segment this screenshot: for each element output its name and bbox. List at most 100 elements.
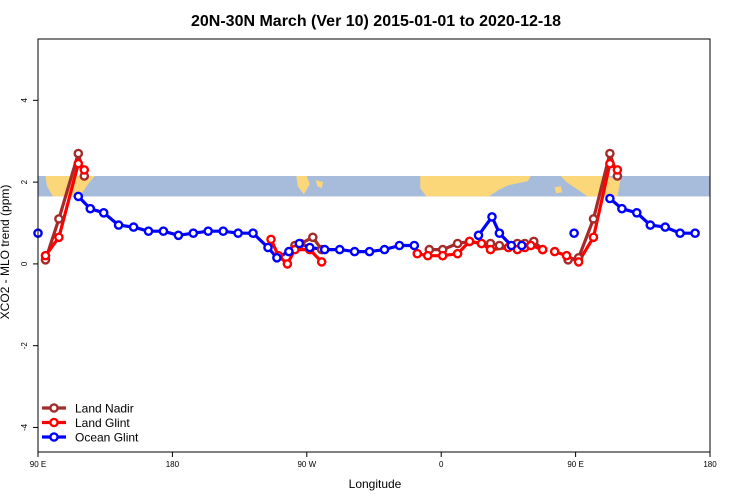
x-tick-label: 90 E <box>30 460 46 469</box>
chart-title: 20N-30N March (Ver 10) 2015-01-01 to 202… <box>191 13 561 30</box>
ocean-glint-point <box>233 228 243 238</box>
land-glint-point <box>79 165 90 175</box>
land-glint-point <box>485 244 496 255</box>
ocean-glint-point <box>203 226 213 236</box>
x-tick-label: 180 <box>703 460 717 469</box>
ocean-glint-point <box>73 191 84 202</box>
ocean-glint-point <box>660 222 671 232</box>
ocean-glint-point <box>143 226 154 236</box>
ocean-glint-point <box>473 230 484 241</box>
ocean-glint-point <box>334 244 345 255</box>
y-tick-label: 4 <box>20 98 29 103</box>
ocean-glint-point <box>569 228 579 238</box>
ocean-glint-point <box>319 244 330 255</box>
land-glint-legend-label: Land Glint <box>75 416 130 430</box>
land-glint-point <box>476 238 487 249</box>
land-glint-point <box>605 158 615 169</box>
land-glint-point <box>452 248 463 259</box>
land-glint-point <box>282 259 293 269</box>
land-mass <box>554 186 563 194</box>
land-glint-point <box>612 165 623 175</box>
ocean-glint-point <box>128 222 139 232</box>
ocean-glint-point <box>690 228 700 238</box>
land-glint-point <box>561 250 572 261</box>
land-glint-point <box>549 246 560 257</box>
land-glint-point <box>73 158 84 169</box>
y-axis: -4 -2 0 2 4 <box>20 98 38 431</box>
ocean-glint-point <box>248 228 258 238</box>
ocean-glint-point <box>158 226 169 236</box>
ocean-glint-legend-label: Ocean Glint <box>75 431 139 445</box>
ocean-glint-point <box>379 244 390 255</box>
land-nadir-legend-label: Land Nadir <box>75 402 134 416</box>
x-tick-label: 180 <box>166 460 180 469</box>
land-nadir-point <box>494 240 505 251</box>
y-tick-label: -2 <box>20 342 29 350</box>
land-nadir-point <box>73 148 84 159</box>
ocean-glint-point <box>645 220 656 230</box>
ocean-glint-line <box>77 195 415 260</box>
ocean-glint-point <box>675 228 685 238</box>
land-nadir-legend-marker <box>49 403 59 413</box>
land-mass <box>489 184 497 193</box>
ocean-glint-point <box>517 240 527 251</box>
ocean-band <box>38 175 710 197</box>
ocean-glint-point <box>394 240 405 251</box>
y-axis-label: XCO2 - MLO trend (ppm) <box>0 185 12 320</box>
land-glint-point <box>54 232 64 243</box>
ocean-glint-point <box>85 203 96 214</box>
ocean-glint-point <box>294 238 305 249</box>
y-tick-label: -4 <box>20 423 29 431</box>
land-mass <box>420 176 531 197</box>
ocean-glint-point <box>218 226 228 236</box>
land-glint-point <box>437 250 448 261</box>
land-nadir-point <box>307 232 318 243</box>
land-glint-point <box>537 244 548 255</box>
ocean-glint-point <box>605 193 615 204</box>
land-mass <box>315 180 324 189</box>
ocean-glint-point <box>263 242 273 253</box>
land-glint-point <box>316 257 327 267</box>
ocean-glint-point <box>304 242 315 253</box>
land-glint-point <box>588 232 599 243</box>
land-glint-point <box>412 248 423 259</box>
ocean-glint-point <box>349 246 360 257</box>
ocean-glint-point <box>506 240 517 251</box>
ocean-glint-point <box>188 228 199 238</box>
plot-frame <box>37 38 711 453</box>
land-glint-point <box>40 250 51 261</box>
world-map-strip <box>38 175 710 197</box>
series-points <box>33 148 700 269</box>
ocean-glint-point <box>487 212 497 222</box>
ocean-glint-point <box>98 207 109 218</box>
land-nadir-point <box>605 148 615 159</box>
x-axis-label: Longitude <box>349 477 402 491</box>
land-glint-point <box>526 240 536 251</box>
ocean-glint-point <box>632 207 642 218</box>
land-glint-point <box>422 250 433 261</box>
x-tick-label: 90 W <box>297 460 316 469</box>
ocean-glint-point <box>409 240 420 251</box>
land-glint-point <box>266 234 276 245</box>
ocean-glint-point <box>173 230 184 241</box>
land-glint-legend-marker <box>49 417 59 428</box>
land-nadir-point <box>588 214 599 224</box>
x-tick-label: 0 <box>439 460 444 469</box>
land-glint-point <box>464 236 475 247</box>
land-mass <box>296 176 310 195</box>
ocean-glint-point <box>272 252 282 263</box>
land-nadir-line <box>43 151 86 261</box>
ocean-glint-point <box>617 203 627 214</box>
land-nadir-point <box>54 214 64 224</box>
land-glint-point <box>573 257 584 267</box>
ocean-glint-point <box>364 246 375 257</box>
x-axis: 90 E 180 90 W 0 90 E 180 <box>30 452 717 469</box>
ocean-glint-point <box>494 228 505 238</box>
ocean-glint-point <box>284 246 294 257</box>
y-tick-label: 2 <box>20 179 29 184</box>
land-nadir-point <box>452 238 463 249</box>
x-tick-label: 90 E <box>567 460 583 469</box>
y-tick-label: 0 <box>20 261 29 266</box>
ocean-glint-point <box>113 220 124 230</box>
